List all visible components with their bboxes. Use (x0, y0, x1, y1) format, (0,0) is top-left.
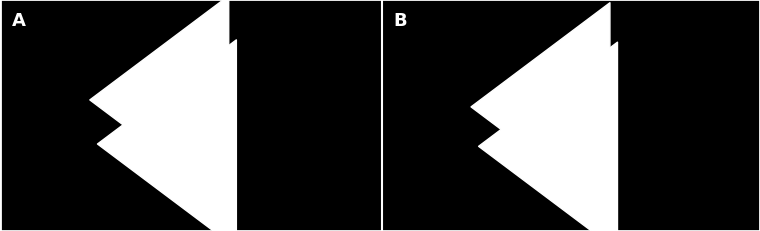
Text: A: A (11, 12, 25, 30)
Text: B: B (394, 12, 407, 30)
